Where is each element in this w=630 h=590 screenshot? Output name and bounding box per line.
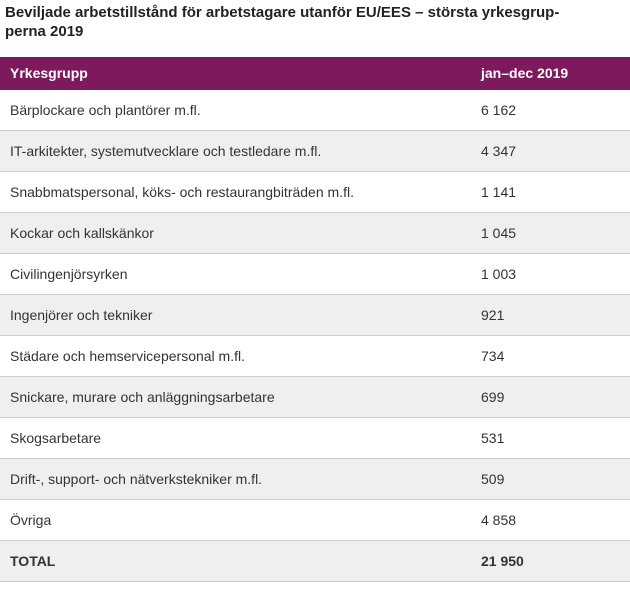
table-row: Drift-, support- och nätverkstekniker m.… — [0, 458, 630, 500]
page-title: Beviljade arbetstillstånd för arbetstaga… — [0, 0, 630, 41]
occupation-cell: Städare och hemservicepersonal m.fl. — [0, 335, 471, 377]
occupation-cell: Ingenjörer och tekniker — [0, 294, 471, 336]
total-label-cell: TOTAL — [0, 540, 471, 582]
value-cell: 4 347 — [471, 130, 630, 172]
page-title-line1: Beviljade arbetstillstånd för arbetstaga… — [5, 4, 560, 21]
table-row: Ingenjörer och tekniker 921 — [0, 294, 630, 336]
value-cell: 4 858 — [471, 499, 630, 541]
table-row: Snabbmatspersonal, köks- och restaurangb… — [0, 171, 630, 213]
table-row: Övriga 4 858 — [0, 499, 630, 541]
value-cell: 509 — [471, 458, 630, 500]
value-cell: 699 — [471, 376, 630, 418]
occupation-cell: Skogsarbetare — [0, 417, 471, 459]
occupation-cell: Bärplockare och plantörer m.fl. — [0, 90, 471, 131]
occupation-cell: Övriga — [0, 499, 471, 541]
occupation-cell: Snickare, murare och anläggningsarbetare — [0, 376, 471, 418]
occupation-cell: IT-arkitekter, systemutvecklare och test… — [0, 130, 471, 172]
value-cell: 1 045 — [471, 212, 630, 254]
total-row: TOTAL 21 950 — [0, 540, 630, 582]
work-permits-table: Yrkesgrupp jan–dec 2019 Bärplockare och … — [0, 57, 630, 582]
occupation-cell: Snabbmatspersonal, köks- och restaurangb… — [0, 171, 471, 213]
value-cell: 921 — [471, 294, 630, 336]
page-title-line2: perna 2019 — [5, 23, 84, 40]
occupation-cell: Civilingenjörsyrken — [0, 253, 471, 295]
value-cell: 1 003 — [471, 253, 630, 295]
value-cell: 6 162 — [471, 90, 630, 131]
occupation-cell: Kockar och kallskänkor — [0, 212, 471, 254]
value-cell: 1 141 — [471, 171, 630, 213]
value-cell: 734 — [471, 335, 630, 377]
table-row: Civilingenjörsyrken 1 003 — [0, 253, 630, 295]
occupation-cell: Drift-, support- och nätverkstekniker m.… — [0, 458, 471, 500]
column-header-period: jan–dec 2019 — [471, 57, 630, 90]
total-value-cell: 21 950 — [471, 540, 630, 582]
value-cell: 531 — [471, 417, 630, 459]
header-row: Yrkesgrupp jan–dec 2019 — [0, 57, 630, 90]
column-header-yrkesgrupp: Yrkesgrupp — [0, 57, 471, 90]
table-header: Yrkesgrupp jan–dec 2019 — [0, 57, 630, 90]
table-row: Skogsarbetare 531 — [0, 417, 630, 459]
table-row: Bärplockare och plantörer m.fl. 6 162 — [0, 90, 630, 131]
table-row: Snickare, murare och anläggningsarbetare… — [0, 376, 630, 418]
table-row: Städare och hemservicepersonal m.fl. 734 — [0, 335, 630, 377]
table-row: IT-arkitekter, systemutvecklare och test… — [0, 130, 630, 172]
table-row: Kockar och kallskänkor 1 045 — [0, 212, 630, 254]
